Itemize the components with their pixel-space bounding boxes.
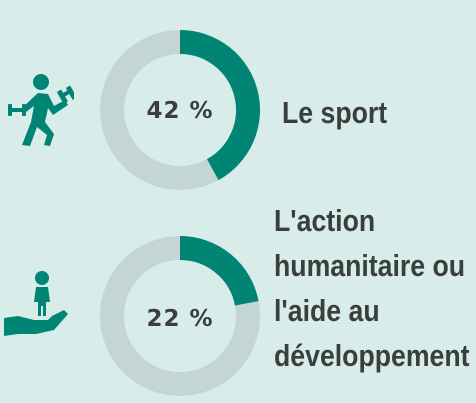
category-label-sport: Le sport xyxy=(282,90,387,135)
data-label-humanitarian: 22 % xyxy=(146,306,214,332)
data-label-sport: 42 % xyxy=(146,98,214,124)
label-line: L'action xyxy=(274,203,376,238)
category-label-humanitarian: L'action humanitaire ou l'aide au dévelo… xyxy=(274,198,470,378)
hand-holding-child-icon xyxy=(4,271,68,336)
donut-slice-1 xyxy=(179,236,259,307)
chart-row-sport: 42 % Le sport xyxy=(0,0,476,200)
donut-chart-sport xyxy=(100,30,260,190)
chart-row-humanitarian: 22 % L'action humanitaire ou l'aide au d… xyxy=(0,200,476,403)
label-line: humanitaire ou xyxy=(274,248,466,283)
donut-slice-0 xyxy=(179,30,260,181)
donut-chart-humanitarian xyxy=(100,236,260,396)
runner-with-weights-icon xyxy=(8,74,74,146)
label-line: l'aide au xyxy=(274,293,380,328)
label-line: Le sport xyxy=(282,95,388,130)
label-line: développement xyxy=(274,338,470,373)
